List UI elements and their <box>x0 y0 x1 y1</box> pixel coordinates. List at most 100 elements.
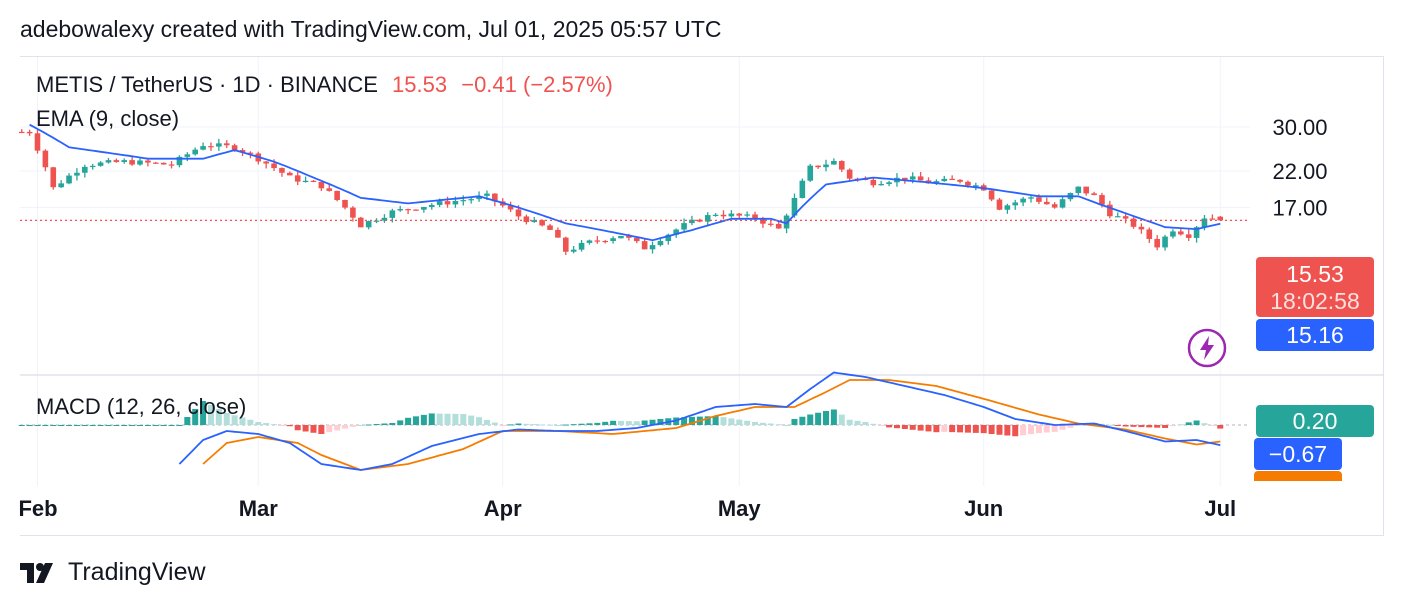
candle-body <box>1099 195 1105 205</box>
candle-body <box>1217 216 1224 221</box>
candle-body <box>799 180 806 199</box>
macd-histogram-bar <box>160 425 167 426</box>
candle-body <box>66 175 72 184</box>
candle-body <box>539 220 545 226</box>
macd-histogram-bar <box>594 422 601 425</box>
chart-frame <box>20 56 1384 536</box>
candle-body <box>310 180 317 182</box>
macd-histogram-bar <box>554 425 561 426</box>
macd-histogram-bar <box>720 417 727 425</box>
macd-histogram-bar <box>42 425 49 426</box>
candle-body <box>760 218 766 224</box>
time-tick-label: Mar <box>239 496 279 521</box>
macd-histogram-bar <box>278 425 285 426</box>
macd-histogram-bar <box>531 424 538 426</box>
macd-histogram-bar <box>1201 423 1208 425</box>
macd-value-tag: −0.67 <box>1254 438 1342 470</box>
candle-body <box>594 240 601 242</box>
candle-body <box>807 165 814 181</box>
macd-histogram-bar <box>886 425 893 428</box>
candle-body <box>318 181 325 189</box>
macd-histogram-bar <box>263 423 270 425</box>
macd-histogram-bar <box>1035 425 1042 434</box>
candle-body <box>610 238 616 242</box>
macd-histogram-bar <box>878 425 885 426</box>
candle-body <box>641 241 648 250</box>
candle-body <box>160 162 167 165</box>
candle-body <box>570 249 577 252</box>
macd-histogram-bar <box>318 425 325 434</box>
macd-histogram-bar <box>1114 425 1121 426</box>
macd-histogram-bar <box>681 417 688 425</box>
macd-histogram-bar <box>452 413 459 425</box>
macd-histogram-bar <box>823 411 829 425</box>
lightning-bolt-icon[interactable] <box>1187 328 1227 368</box>
candle-body <box>294 175 301 182</box>
macd-histogram-bar <box>862 422 869 425</box>
price-tick-label: 22.00 <box>1272 159 1327 184</box>
footer: TradingView <box>20 558 206 587</box>
candle-body <box>18 131 25 134</box>
macd-histogram-bar <box>499 425 506 426</box>
macd-histogram-bar <box>105 425 112 426</box>
candle-body <box>97 162 104 166</box>
candle-body <box>492 193 498 202</box>
macd-histogram-bar <box>1051 425 1058 432</box>
candle-body <box>413 209 419 211</box>
macd-histogram-bar <box>1028 425 1035 435</box>
macd-histogram-bar <box>223 413 230 425</box>
last-price-label: 15.53 <box>392 72 448 97</box>
macd-histogram-bar <box>1012 425 1019 437</box>
macd-histogram-bar <box>200 401 207 425</box>
candle-body <box>1020 198 1026 203</box>
candle-body <box>373 220 380 222</box>
macd-histogram-bar <box>113 425 120 426</box>
macd-histogram-bar <box>152 425 159 426</box>
candle-body <box>1178 231 1184 235</box>
macd-histogram-bar <box>420 414 427 425</box>
macd-histogram-bar <box>444 413 451 425</box>
macd-histogram-bar <box>704 416 711 425</box>
macd-histogram-bar <box>334 425 341 431</box>
candle-body <box>428 204 435 207</box>
candle-body <box>436 201 443 205</box>
macd-histogram-bar <box>1067 425 1074 428</box>
macd-histogram-bar <box>996 425 1003 435</box>
price-change-label: −0.41 (−2.57%) <box>461 72 613 97</box>
macd-histogram-bar <box>1185 422 1192 425</box>
macd-histogram-bar <box>231 415 238 425</box>
macd-histogram-bar <box>381 423 388 425</box>
macd-histogram-bar <box>933 425 940 433</box>
macd-histogram-bar <box>168 425 175 426</box>
candle-body <box>791 198 798 216</box>
candle-body <box>279 168 285 173</box>
candle-body <box>1146 229 1153 239</box>
macd-histogram-bar <box>1154 425 1161 428</box>
candle-body <box>1036 197 1042 202</box>
macd-histogram-bar <box>957 425 964 433</box>
macd-histogram-bar <box>649 419 656 425</box>
candle-body <box>444 201 451 205</box>
ema-price-tag: 15.16 <box>1256 319 1374 351</box>
candle-body <box>452 201 459 205</box>
macd-histogram-bar <box>1020 425 1027 436</box>
candle-body <box>34 133 41 151</box>
macd-histogram-bar <box>1162 425 1169 428</box>
macd-histogram-bar <box>1098 423 1105 425</box>
candle-body <box>531 220 538 223</box>
macd-histogram-bar <box>491 422 498 425</box>
macd-histogram-bar <box>207 405 214 425</box>
ema-line <box>29 123 1221 242</box>
macd-histogram-bar <box>807 414 814 425</box>
candle-body <box>334 190 340 200</box>
macd-histogram-bar <box>657 419 664 425</box>
candle-body <box>673 229 679 235</box>
candle-body <box>736 213 743 216</box>
candle-body <box>1130 218 1137 227</box>
candle-body <box>421 206 427 210</box>
macd-histogram-bar <box>562 424 569 426</box>
candle-body <box>626 236 632 238</box>
macd-histogram-bar <box>925 425 932 432</box>
macd-histogram-bar <box>602 421 609 425</box>
